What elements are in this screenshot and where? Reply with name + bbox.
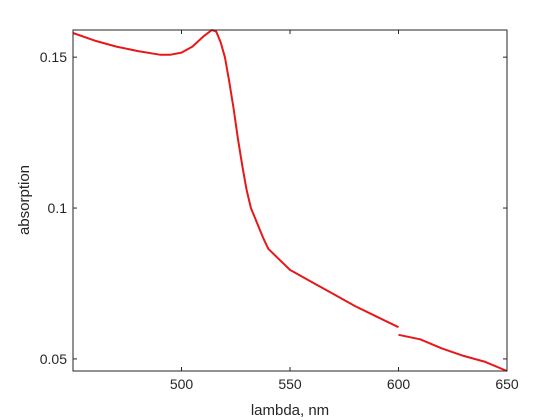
plot-area: [73, 30, 507, 371]
y-tick-label: 0.1: [48, 200, 68, 216]
x-tick-label: 600: [387, 376, 411, 392]
x-tick-label: 500: [170, 376, 194, 392]
x-axis-label: lambda, nm: [251, 402, 329, 419]
y-tick-label: 0.15: [40, 49, 67, 65]
x-tick-label: 550: [278, 376, 302, 392]
x-tick-label: 650: [495, 376, 519, 392]
y-axis-label: absorption: [16, 165, 33, 235]
y-tick-label: 0.05: [40, 351, 67, 367]
